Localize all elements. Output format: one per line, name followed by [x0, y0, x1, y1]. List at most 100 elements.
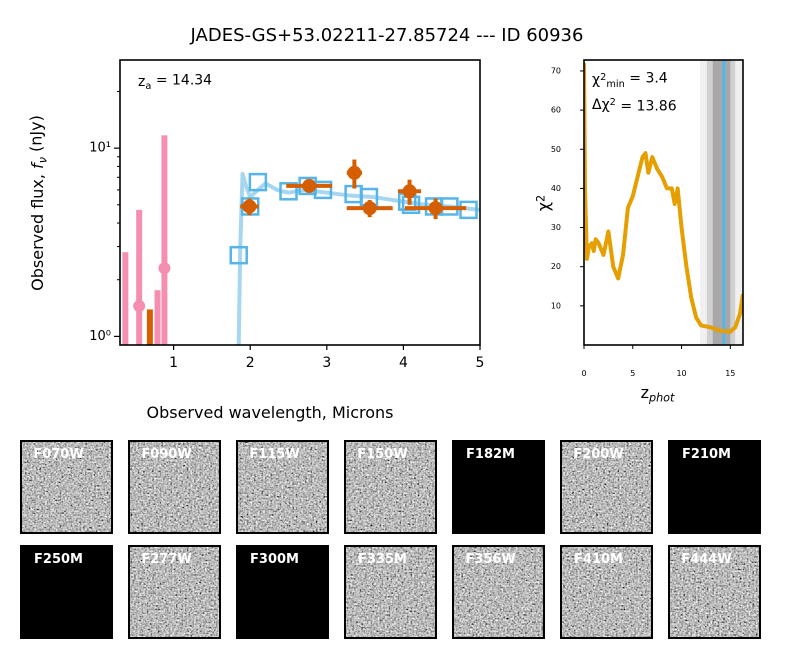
label-part: ν	[36, 157, 49, 163]
label-part: min	[606, 79, 624, 90]
label-part: phot	[648, 391, 675, 404]
stamp-frame	[236, 545, 329, 639]
label-part: 2	[610, 97, 616, 108]
stamp-frame	[236, 440, 329, 534]
label-part: χ	[534, 202, 553, 211]
limit-bar	[161, 135, 168, 345]
label-part: z	[138, 74, 145, 90]
stamp-label: F335M	[358, 552, 407, 567]
limit-bar	[154, 290, 161, 345]
stamp-label: F356W	[465, 552, 515, 567]
stamp-label: F090W	[141, 447, 191, 462]
label-part: = 13.86	[616, 99, 677, 115]
stamp-frame	[20, 545, 113, 639]
y-tick-label: 60	[551, 106, 561, 115]
x-tick-label: 15	[725, 369, 735, 378]
stamp-image	[561, 441, 652, 533]
stamp-frame	[560, 440, 653, 534]
annotation: χ2min = 3.4	[592, 71, 668, 90]
low-snr-point	[158, 262, 171, 275]
stamp-label: F150W	[357, 447, 407, 462]
stamp-frame	[344, 545, 437, 639]
stamp-background	[453, 441, 544, 533]
annotation: za = 14.34	[138, 73, 212, 92]
label-part: Observed wavelength, Microns	[147, 403, 394, 422]
y-tick-label: 20	[551, 262, 561, 271]
photometry-point	[347, 165, 362, 180]
y-tick-label: 30	[551, 223, 561, 232]
stamp-label: F410M	[574, 552, 623, 567]
x-tick-label: 10	[676, 369, 686, 378]
chi2-curve	[584, 63, 743, 334]
stamp-frame	[128, 440, 221, 534]
photometry-point	[428, 201, 443, 216]
stamp-image	[561, 546, 652, 638]
label-part: χ	[592, 72, 600, 88]
stamp-frame	[452, 545, 545, 639]
plot-area	[584, 60, 743, 345]
stamp-image	[129, 546, 220, 638]
y-tick-label: 10	[551, 301, 561, 310]
stamp-background	[21, 546, 112, 638]
limit-bar	[122, 252, 129, 345]
y-tick-label: 50	[551, 145, 561, 154]
stamp-label: F070W	[33, 447, 83, 462]
x-axis-label: zphot	[641, 383, 675, 404]
stamp-image	[237, 441, 328, 533]
stamp-image	[453, 546, 544, 638]
x-tick-label: 4	[399, 355, 408, 371]
low-snr-point	[133, 300, 146, 313]
stamp-image	[669, 546, 760, 638]
y-tick-label: 10⁰	[89, 329, 111, 344]
x-tick-label: 0	[581, 369, 586, 378]
label-part: Observed flux,	[28, 169, 47, 291]
stamp-frame	[128, 545, 221, 639]
stamp-image	[345, 546, 436, 638]
stamp-label: F115W	[249, 447, 299, 462]
stamp-background	[669, 441, 760, 533]
stamp-image	[21, 441, 112, 533]
photometry-point	[402, 184, 417, 199]
photometry-point	[362, 201, 377, 216]
label-part: 2	[600, 72, 606, 83]
label-part: (nJy)	[27, 115, 46, 157]
y-axis-label: Observed flux, fν (nJy)	[27, 115, 50, 291]
stamp-label: F300M	[250, 552, 299, 567]
axes-frame	[119, 59, 481, 346]
figure-title: JADES-GS+53.02211-27.85724 --- ID 60936	[190, 25, 584, 46]
stamp-label: F277W	[141, 552, 191, 567]
label-part: = 14.34	[151, 73, 212, 89]
stamp-label: F250M	[34, 552, 83, 567]
x-tick-label: 2	[246, 355, 255, 371]
label-part: a	[145, 81, 151, 92]
limit-bar	[136, 209, 143, 345]
confidence-band	[712, 60, 731, 345]
label-part: Δχ	[592, 97, 610, 113]
stamp-label: F182M	[466, 447, 515, 462]
label-part: 2	[535, 195, 548, 202]
y-tick-label: 70	[551, 66, 561, 75]
stamp-image	[129, 441, 220, 533]
plot-area	[122, 135, 480, 345]
label-part: = 3.4	[625, 71, 668, 87]
stamp-label: F210M	[682, 447, 731, 462]
stamp-label: F200W	[573, 447, 623, 462]
x-tick-label: 5	[630, 369, 635, 378]
y-tick-label: 40	[551, 184, 561, 193]
x-axis-label: Observed wavelength, Microns	[147, 403, 394, 422]
label-part: z	[641, 383, 649, 402]
stamp-frame	[668, 440, 761, 534]
model-photometry	[248, 172, 268, 192]
y-axis-label: χ2	[534, 195, 553, 211]
stamp-background	[237, 546, 328, 638]
stamp-frame	[452, 440, 545, 534]
x-tick-label: 1	[169, 355, 178, 371]
stamp-frame	[560, 545, 653, 639]
label-part: f	[28, 161, 47, 169]
stamp-image	[345, 441, 436, 533]
annotation: Δχ2 = 13.86	[592, 97, 677, 115]
axes-frame	[583, 59, 744, 346]
x-tick-label: 5	[476, 355, 485, 371]
photometry-point	[302, 178, 317, 193]
